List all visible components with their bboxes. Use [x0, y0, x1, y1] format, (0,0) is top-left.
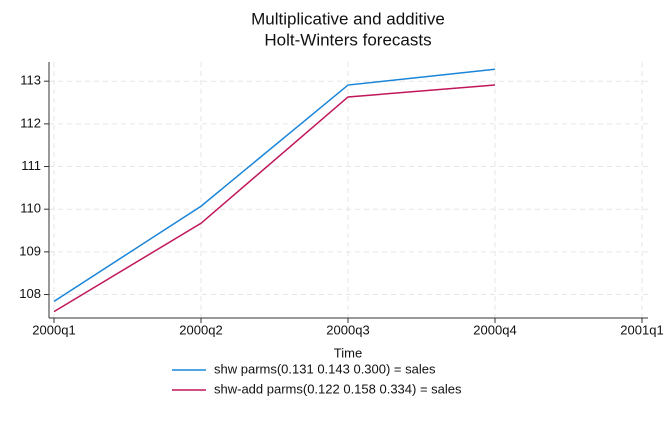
legend-label: shw parms(0.131 0.143 0.300) = sales	[214, 361, 436, 376]
x-tick-label: 2000q4	[473, 322, 516, 337]
y-tick-label: 113	[20, 73, 41, 88]
x-tick-label: 2001q1	[620, 322, 663, 337]
line-series	[53, 84, 496, 313]
legend-label: shw-add parms(0.122 0.158 0.334) = sales	[214, 381, 462, 396]
y-tick-label: 112	[20, 115, 41, 130]
x-axis-label: Time	[334, 345, 362, 360]
chart-title: Holt-Winters forecasts	[264, 30, 431, 49]
y-tick-label: 108	[19, 286, 41, 301]
chart-title: Multiplicative and additive	[251, 9, 445, 28]
y-tick-label: 110	[20, 201, 41, 216]
x-tick-label: 2000q3	[326, 322, 369, 337]
x-tick-label: 2000q2	[179, 322, 222, 337]
y-tick-label: 111	[21, 158, 41, 173]
y-tick-label: 109	[19, 243, 41, 258]
x-tick-label: 2000q1	[32, 322, 75, 337]
line-series	[53, 68, 496, 302]
